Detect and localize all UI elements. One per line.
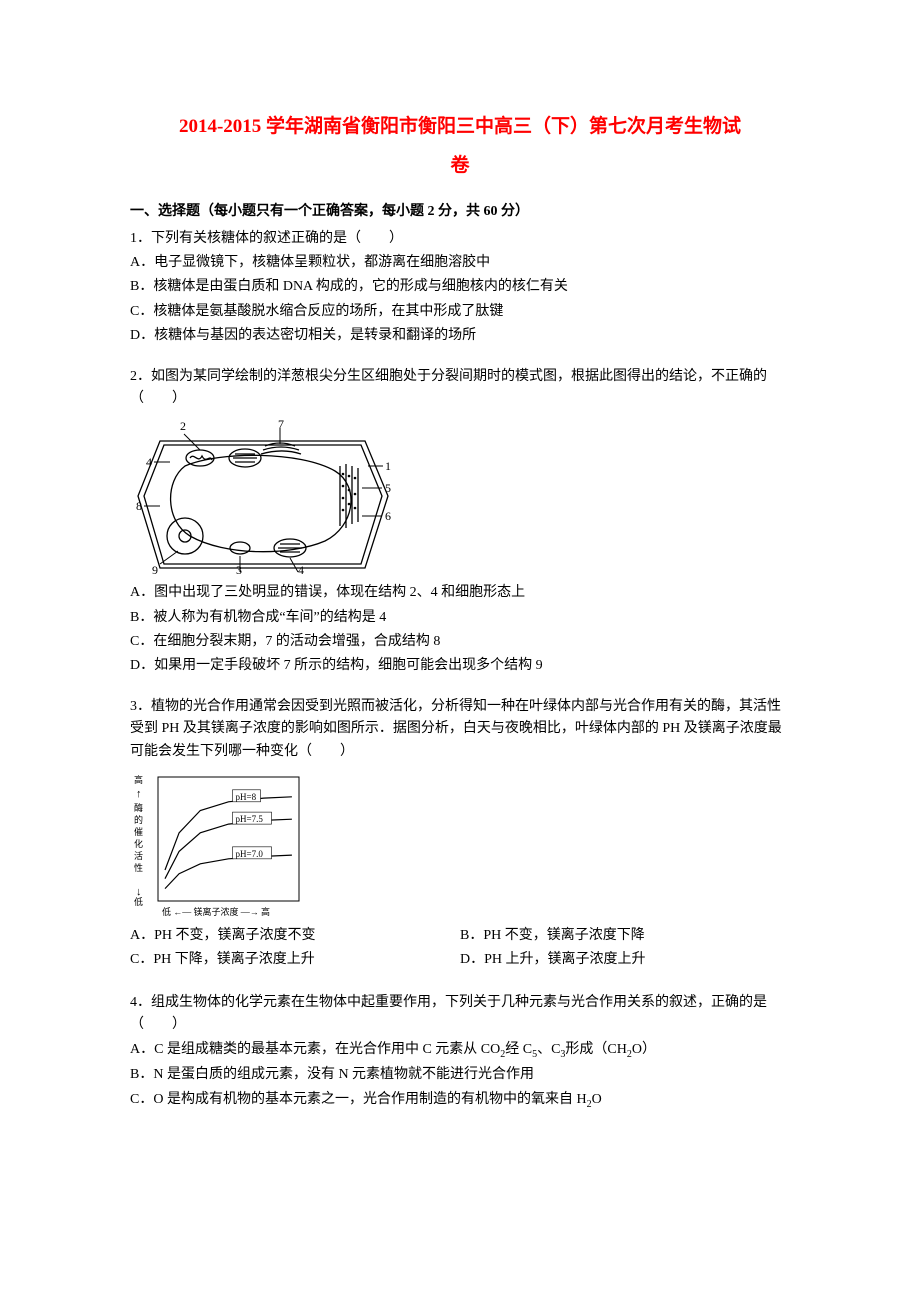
cell-diagram-svg: 2 7 1 4 5 6 8 9 3 4 [130, 416, 395, 576]
svg-text:↑: ↑ [136, 788, 142, 800]
question-4-option-b: B．N 是蛋白质的组成元素，没有 N 元素植物就不能进行光合作用 [130, 1064, 790, 1086]
question-3-option-b: B．PH 不变，镁离子浓度下降 [460, 925, 790, 947]
question-3-chart: 高↑酶的催化活性↓低低 ←— 镁离子浓度 —→ 高pH=8pH=7.5pH=7.… [130, 769, 790, 919]
question-1-stem: 1．下列有关核糖体的叙述正确的是（ ） [130, 228, 790, 250]
question-2: 2．如图为某同学绘制的洋葱根尖分生区细胞处于分裂间期时的模式图，根据此图得出的结… [130, 366, 790, 678]
svg-text:低: 低 [134, 896, 143, 907]
question-3-option-a: A．PH 不变，镁离子浓度不变 [130, 925, 460, 947]
svg-text:7: 7 [278, 417, 284, 431]
question-1-option-c: C．核糖体是氨基酸脱水缩合反应的场所，在其中形成了肽键 [130, 301, 790, 323]
svg-text:性: 性 [134, 862, 143, 873]
section-header: 一、选择题（每小题只有一个正确答案，每小题 2 分，共 60 分） [130, 201, 790, 223]
svg-text:8: 8 [136, 499, 142, 513]
svg-text:4: 4 [298, 563, 304, 576]
question-2-stem: 2．如图为某同学绘制的洋葱根尖分生区细胞处于分裂间期时的模式图，根据此图得出的结… [130, 366, 790, 411]
question-3: 3．植物的光合作用通常会因受到光照而被活化，分析得知一种在叶绿体内部与光合作用有… [130, 696, 790, 974]
question-2-option-a: A．图中出现了三处明显的错误，体现在结构 2、4 和细胞形态上 [130, 582, 790, 604]
svg-text:化: 化 [134, 838, 143, 849]
q4c-part1: C．O 是构成有机物的基本元素之一，光合作用制造的有机物中的氧来自 H [130, 1092, 587, 1107]
exam-title-line2: 卷 [130, 150, 790, 177]
question-4-option-c: C．O 是构成有机物的基本元素之一，光合作用制造的有机物中的氧来自 H2O [130, 1089, 790, 1113]
question-4: 4．组成生物体的化学元素在生物体中起重要作用，下列关于几种元素与光合作用关系的叙… [130, 992, 790, 1113]
question-4-stem: 4．组成生物体的化学元素在生物体中起重要作用，下列关于几种元素与光合作用关系的叙… [130, 992, 790, 1037]
question-2-option-d: D．如果用一定手段破坏 7 所示的结构，细胞可能会出现多个结构 9 [130, 655, 790, 677]
svg-text:催: 催 [134, 826, 143, 837]
svg-text:低 ←— 镁离子浓度 —→ 高: 低 ←— 镁离子浓度 —→ 高 [162, 906, 270, 917]
q4a-part2: 经 C [505, 1042, 532, 1057]
q4a-part3: 、C [537, 1042, 560, 1057]
question-1: 1．下列有关核糖体的叙述正确的是（ ） A．电子显微镜下，核糖体呈颗粒状，都游离… [130, 228, 790, 348]
svg-text:pH=7.5: pH=7.5 [236, 814, 264, 824]
q4c-part2: O [592, 1092, 602, 1107]
svg-text:pH=8: pH=8 [236, 792, 257, 802]
svg-text:pH=7.0: pH=7.0 [236, 849, 264, 859]
exam-page: 2014-2015 学年湖南省衡阳市衡阳三中高三（下）第七次月考生物试 卷 一、… [0, 0, 920, 1302]
exam-title-line1: 2014-2015 学年湖南省衡阳市衡阳三中高三（下）第七次月考生物试 [130, 110, 790, 144]
question-2-figure: 2 7 1 4 5 6 8 9 3 4 [130, 416, 790, 576]
question-4-option-a: A．C 是组成糖类的最基本元素，在光合作用中 C 元素从 CO2经 C5、C3形… [130, 1039, 790, 1063]
svg-text:3: 3 [236, 563, 242, 576]
question-3-option-d: D．PH 上升，镁离子浓度上升 [460, 949, 790, 971]
q4a-part4: 形成（CH [565, 1042, 626, 1057]
svg-text:酶: 酶 [134, 802, 143, 813]
question-3-option-c: C．PH 下降，镁离子浓度上升 [130, 949, 460, 971]
question-1-option-a: A．电子显微镜下，核糖体呈颗粒状，都游离在细胞溶胶中 [130, 252, 790, 274]
svg-text:5: 5 [385, 481, 391, 495]
svg-text:2: 2 [180, 419, 186, 433]
svg-text:高: 高 [134, 774, 143, 785]
svg-text:4: 4 [146, 455, 152, 469]
svg-text:6: 6 [385, 509, 391, 523]
svg-text:的: 的 [134, 814, 143, 825]
enzyme-activity-chart-svg: 高↑酶的催化活性↓低低 ←— 镁离子浓度 —→ 高pH=8pH=7.5pH=7.… [130, 769, 305, 919]
question-1-option-d: D．核糖体与基因的表达密切相关，是转录和翻译的场所 [130, 325, 790, 347]
svg-text:1: 1 [385, 459, 391, 473]
svg-text:活: 活 [134, 850, 143, 861]
question-1-option-b: B．核糖体是由蛋白质和 DNA 构成的，它的形成与细胞核内的核仁有关 [130, 276, 790, 298]
q4a-part1: A．C 是组成糖类的最基本元素，在光合作用中 C 元素从 CO [130, 1042, 500, 1057]
q4a-part5: O） [632, 1042, 656, 1057]
svg-text:9: 9 [152, 563, 158, 576]
question-3-stem: 3．植物的光合作用通常会因受到光照而被活化，分析得知一种在叶绿体内部与光合作用有… [130, 696, 790, 763]
question-2-option-c: C．在细胞分裂末期，7 的活动会增强，合成结构 8 [130, 631, 790, 653]
question-2-option-b: B．被人称为有机物合成“车间”的结构是 4 [130, 607, 790, 629]
